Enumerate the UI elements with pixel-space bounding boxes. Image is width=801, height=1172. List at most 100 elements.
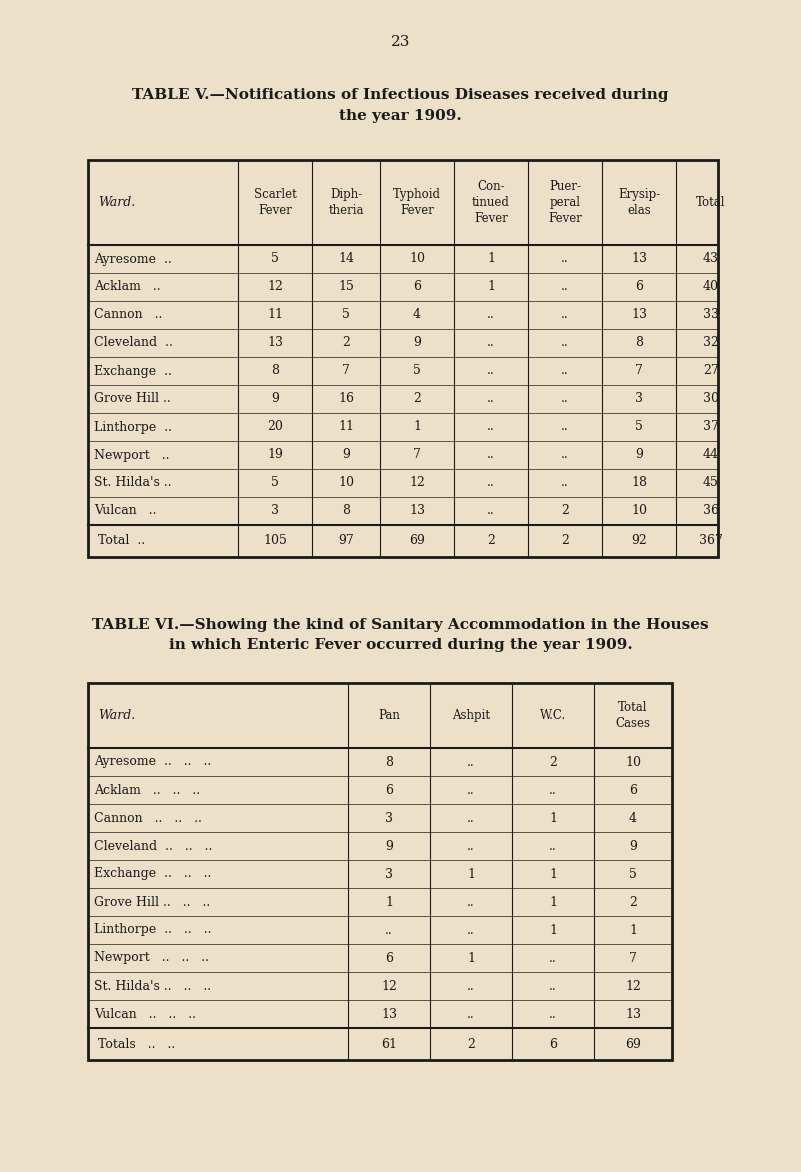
Text: 8: 8 [271,364,279,377]
Text: Ward.: Ward. [98,709,135,722]
Bar [88,161,718,557]
Text: 9: 9 [385,839,393,852]
Text: 13: 13 [631,308,647,321]
Text: 6: 6 [413,280,421,293]
Text: Erysip-
elas: Erysip- elas [618,188,660,217]
Text: 45: 45 [703,477,719,490]
Text: Ashpit: Ashpit [452,709,490,722]
Text: 13: 13 [631,252,647,266]
Text: ..: .. [549,784,557,797]
Text: 4: 4 [413,308,421,321]
Text: 1: 1 [549,924,557,936]
Text: Ayresome  ..   ..   ..: Ayresome .. .. .. [94,756,211,769]
Text: Acklam   ..   ..   ..: Acklam .. .. .. [94,784,200,797]
Text: ..: .. [467,1008,475,1021]
Text: 44: 44 [703,449,719,462]
Text: Grove Hill ..   ..   ..: Grove Hill .. .. .. [94,895,210,908]
Text: 37: 37 [703,421,719,434]
Text: 9: 9 [342,449,350,462]
Text: St. Hilda's ..: St. Hilda's .. [94,477,171,490]
Text: 2: 2 [561,534,569,547]
Text: 9: 9 [271,393,279,406]
Text: 23: 23 [391,35,410,49]
Text: 13: 13 [409,504,425,518]
Text: 11: 11 [267,308,283,321]
Text: 1: 1 [629,924,637,936]
Text: ..: .. [467,924,475,936]
Text: 69: 69 [625,1037,641,1050]
Text: ..: .. [467,784,475,797]
Text: Total  ..: Total .. [98,534,145,547]
Text: 2: 2 [467,1037,475,1050]
Text: 1: 1 [549,895,557,908]
Text: ..: .. [562,280,569,293]
Text: 12: 12 [409,477,425,490]
Text: ..: .. [549,980,557,993]
Text: 6: 6 [635,280,643,293]
Text: 4: 4 [629,811,637,824]
Text: 7: 7 [342,364,350,377]
Text: Totals   ..   ..: Totals .. .. [98,1037,175,1050]
Text: 1: 1 [467,867,475,880]
Text: 1: 1 [487,252,495,266]
Text: ..: .. [549,1008,557,1021]
Text: ..: .. [487,308,495,321]
Text: 5: 5 [629,867,637,880]
Text: TABLE V.—Notifications of Infectious Diseases received during: TABLE V.—Notifications of Infectious Dis… [132,88,669,102]
Text: 10: 10 [625,756,641,769]
Text: ..: .. [562,477,569,490]
Text: W.C.: W.C. [540,709,566,722]
Text: Newport   ..: Newport .. [94,449,170,462]
Text: 8: 8 [385,756,393,769]
Text: 5: 5 [635,421,643,434]
Text: 3: 3 [635,393,643,406]
Text: 20: 20 [267,421,283,434]
Text: 6: 6 [385,784,393,797]
Text: Total: Total [696,196,726,209]
Text: Total
Cases: Total Cases [615,701,650,730]
Text: 367: 367 [699,534,723,547]
Text: Cannon   ..   ..   ..: Cannon .. .. .. [94,811,202,824]
Text: Cleveland  ..   ..   ..: Cleveland .. .. .. [94,839,212,852]
Text: Scarlet
Fever: Scarlet Fever [254,188,296,217]
Text: 97: 97 [338,534,354,547]
Text: 1: 1 [549,811,557,824]
Text: 27: 27 [703,364,718,377]
Text: ..: .. [467,839,475,852]
Text: 3: 3 [385,811,393,824]
Text: 2: 2 [629,895,637,908]
Text: in which Enteric Fever occurred during the year 1909.: in which Enteric Fever occurred during t… [169,638,632,652]
Text: 2: 2 [487,534,495,547]
Text: ..: .. [487,336,495,349]
Text: 13: 13 [267,336,283,349]
Text: Pan: Pan [378,709,400,722]
Text: 1: 1 [549,867,557,880]
Text: Grove Hill ..: Grove Hill .. [94,393,171,406]
Text: ..: .. [467,756,475,769]
Text: ..: .. [487,449,495,462]
Text: 10: 10 [338,477,354,490]
Text: 9: 9 [629,839,637,852]
Text: 5: 5 [271,252,279,266]
Text: 5: 5 [271,477,279,490]
Text: 6: 6 [385,952,393,965]
Text: 13: 13 [625,1008,641,1021]
Text: TABLE VI.—Showing the kind of Sanitary Accommodation in the Houses: TABLE VI.—Showing the kind of Sanitary A… [92,618,709,632]
Text: 7: 7 [635,364,643,377]
Text: 10: 10 [631,504,647,518]
Text: ..: .. [467,895,475,908]
Text: 7: 7 [629,952,637,965]
Text: 12: 12 [381,980,397,993]
Text: 11: 11 [338,421,354,434]
Text: Vulcan   ..: Vulcan .. [94,504,156,518]
Text: ..: .. [549,952,557,965]
Text: 1: 1 [413,421,421,434]
Text: 12: 12 [625,980,641,993]
Text: Ayresome  ..: Ayresome .. [94,252,171,266]
Text: 1: 1 [467,952,475,965]
Text: ..: .. [562,308,569,321]
Text: 6: 6 [629,784,637,797]
Text: 105: 105 [263,534,287,547]
Text: 3: 3 [385,867,393,880]
Text: ..: .. [487,504,495,518]
